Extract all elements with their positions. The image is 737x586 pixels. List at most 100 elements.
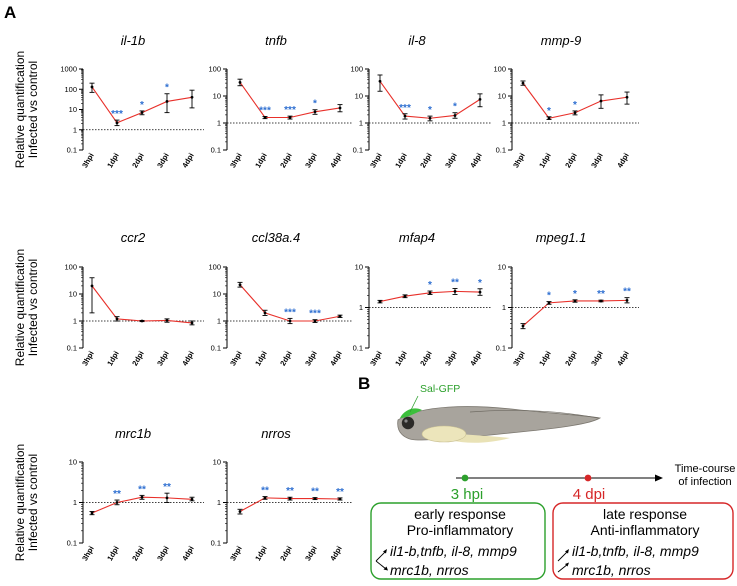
- data-point: [263, 116, 267, 119]
- data-point: [428, 116, 432, 120]
- significance-label: **: [311, 487, 319, 498]
- y-tick-label: 0.1: [496, 344, 506, 353]
- x-tick-label: 1dpi: [105, 152, 121, 170]
- y-tick-label: 100: [208, 263, 221, 272]
- data-point: [547, 116, 551, 120]
- y-tick-label: 0.1: [67, 146, 77, 155]
- x-tick-label: 3hpi: [228, 350, 244, 368]
- x-tick-label: 2dpi: [563, 350, 579, 368]
- data-point: [453, 114, 457, 117]
- data-point: [165, 496, 169, 500]
- chart-6: ccl38a.4 0.1 1 10 100 3hpi 1dpi 2dpi 3dpi 4dpi ***…: [208, 230, 352, 367]
- data-point: [338, 106, 342, 110]
- data-point: [288, 319, 292, 323]
- y-tick-label: 1: [217, 498, 221, 507]
- data-point: [115, 121, 119, 125]
- y-tick-label: 1: [73, 317, 77, 326]
- x-tick-label: 3dpi: [443, 350, 459, 368]
- late-response-box: [552, 502, 734, 580]
- data-point: [378, 300, 382, 303]
- data-point: [313, 110, 317, 114]
- early-time-label: 3 hpi: [451, 486, 484, 503]
- data-point: [140, 111, 144, 115]
- y-tick-label: 1000: [60, 65, 77, 74]
- x-tick-label: 2dpi: [130, 545, 146, 563]
- x-tick-label: 2dpi: [418, 350, 434, 368]
- x-tick-label: 1dpi: [253, 545, 269, 563]
- data-point: [378, 79, 382, 83]
- y-tick-label: 10: [355, 263, 363, 272]
- data-point: [338, 314, 342, 318]
- x-tick-label: 4dpi: [328, 350, 344, 368]
- chart-title: mrc1b: [115, 426, 151, 441]
- data-point: [478, 97, 482, 101]
- timeline-label-line2: of infection: [678, 476, 731, 488]
- significance-label: ***: [259, 105, 271, 116]
- y-tick-label: 100: [493, 65, 506, 74]
- significance-label: **: [451, 277, 459, 288]
- y-tick-label: 10: [213, 290, 221, 299]
- significance-label: *: [547, 106, 551, 117]
- data-point: [428, 291, 432, 295]
- data-point: [338, 497, 342, 501]
- early-response-title: early response: [414, 506, 506, 522]
- significance-label: *: [573, 289, 577, 300]
- significance-label: **: [261, 486, 269, 497]
- data-point: [573, 299, 577, 303]
- zebrafish-larva-illustration: [397, 406, 602, 443]
- y-axis-label-2: Infected vs control: [26, 61, 40, 158]
- chart-10: nrros 0.1 1 10 3hpi 1dpi 2dpi 3dpi 4dpi ** ** ** **: [211, 426, 352, 562]
- early-up-arrow-icon: [375, 550, 387, 562]
- data-point: [115, 501, 119, 504]
- y-tick-label: 10: [69, 105, 77, 114]
- x-tick-label: 3hpi: [80, 152, 96, 170]
- late-up-arrow-head-2: [565, 562, 569, 567]
- significance-label: ***: [284, 105, 296, 116]
- y-tick-label: 100: [64, 263, 77, 272]
- chart-title: il-1b: [121, 33, 146, 48]
- significance-label: *: [313, 99, 317, 110]
- y-axis-label-2: Infected vs control: [26, 454, 40, 551]
- chart-title: nrros: [261, 426, 291, 441]
- x-tick-label: 3hpi: [228, 545, 244, 563]
- data-point: [573, 111, 577, 115]
- chart-title: mfap4: [399, 230, 435, 245]
- significance-label: ***: [284, 307, 296, 318]
- y-tick-label: 1: [73, 498, 77, 507]
- late-genes-up: il1-b,tnfb, il-8, mmp9: [572, 543, 699, 559]
- y-axis-label: Relative quantification: [13, 444, 27, 561]
- y-tick-label: 10: [355, 92, 363, 101]
- y-tick-label: 10: [498, 263, 506, 272]
- data-point: [238, 510, 242, 513]
- x-tick-label: 4dpi: [328, 152, 344, 170]
- data-point: [521, 324, 525, 328]
- late-time-label: 4 dpi: [573, 486, 606, 503]
- late-up-arrow-icon: [557, 550, 569, 562]
- early-genes-up: il1-b,tnfb, il-8, mmp9: [390, 543, 517, 559]
- significance-label: **: [138, 484, 146, 495]
- data-point: [90, 85, 94, 89]
- y-tick-label: 0.1: [67, 344, 77, 353]
- y-tick-label: 1: [359, 119, 363, 128]
- x-tick-label: 3hpi: [80, 545, 96, 563]
- significance-label: *: [573, 100, 577, 111]
- early-genes-down: mrc1b, nrros: [390, 562, 469, 578]
- y-tick-label: 10: [69, 458, 77, 467]
- significance-label: *: [478, 278, 482, 289]
- data-point: [403, 294, 407, 298]
- chart-title: il-8: [408, 33, 426, 48]
- y-tick-label: 1: [217, 119, 221, 128]
- significance-label: *: [428, 105, 432, 116]
- data-point: [140, 495, 144, 499]
- y-tick-label: 100: [208, 65, 221, 74]
- significance-label: *: [165, 83, 169, 94]
- y-tick-label: 10: [498, 92, 506, 101]
- x-tick-label: 1dpi: [105, 350, 121, 368]
- significance-label: **: [286, 486, 294, 497]
- x-tick-label: 4dpi: [180, 545, 196, 563]
- y-tick-label: 0.1: [496, 146, 506, 155]
- sal-gfp-label: Sal-GFP: [420, 383, 460, 395]
- data-point: [313, 319, 317, 323]
- early-up-arrow-head: [383, 549, 387, 554]
